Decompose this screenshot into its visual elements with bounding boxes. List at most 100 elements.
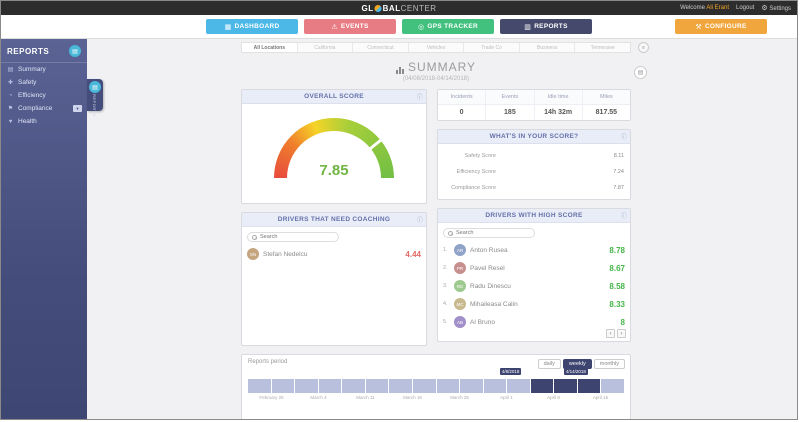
timeline-segment[interactable] <box>342 379 365 393</box>
nav-dashboard-button[interactable]: ▦ DASHBOARD <box>206 19 298 34</box>
axis-label: March 25 <box>450 395 469 400</box>
driver-name: Anton Rusea <box>470 246 508 254</box>
coaching-driver-row[interactable]: SN Stefan Nedelcu 4.44 <box>247 248 421 260</box>
gauge-icon: ◔ <box>8 92 13 99</box>
compliance-badge[interactable]: ▾ <box>73 105 82 112</box>
sidebar-item-safety[interactable]: ✚ Safety <box>1 76 87 89</box>
info-icon[interactable]: ⓘ <box>416 218 423 224</box>
wrench-icon: ⚒ <box>695 23 702 31</box>
logout-link[interactable]: Logout <box>736 5 755 11</box>
axis-label: March 18 <box>403 395 422 400</box>
bar-label: Safety Score <box>464 152 497 159</box>
tab-location[interactable]: Vehicles <box>409 43 465 52</box>
tabs-overflow-button[interactable]: ≡ <box>638 42 649 53</box>
driver-row[interactable]: 3. RD Radu Dinescu 8.58 <box>443 280 625 292</box>
high-score-search-input[interactable] <box>456 230 526 236</box>
stats-card: Incidents Events Idle time Miles 0 185 1… <box>437 89 631 121</box>
timeline-segment[interactable] <box>483 379 507 393</box>
timeline-segment[interactable] <box>365 379 389 393</box>
nav-configure-button[interactable]: ⚒ CONFIGURE <box>675 19 767 34</box>
rank: 4. <box>443 301 448 307</box>
tab-location[interactable]: Connecticut <box>353 43 409 52</box>
timeline-segment[interactable] <box>436 379 460 393</box>
reports-circle-icon[interactable]: ▤ <box>69 45 81 57</box>
nav-gps-tracker-button[interactable]: ◎ GPS TRACKER <box>402 19 494 34</box>
driver-name: Stefan Nedelcu <box>263 250 308 258</box>
sidebar-item-label: Safety <box>18 79 37 86</box>
flag-icon: ⚑ <box>7 106 14 112</box>
timeline-segment[interactable] <box>389 379 412 393</box>
timeline-segment[interactable] <box>507 379 530 393</box>
main-area: All Locations California Connecticut Veh… <box>87 39 797 419</box>
reports-sidebar: REPORTS ▤ ▤ Summary ✚ Safety ◔ Efficienc… <box>1 39 87 419</box>
coaching-search[interactable] <box>247 232 339 242</box>
tab-location[interactable]: California <box>298 43 354 52</box>
timeline-segment[interactable] <box>554 379 577 393</box>
nav-events-button[interactable]: ⚠ EVENTS <box>304 19 396 34</box>
print-button[interactable]: ▤ <box>634 66 647 79</box>
stat-miles-value: 817.55 <box>595 109 618 116</box>
timeline-segment[interactable] <box>460 379 483 393</box>
page-title: SUMMARY <box>407 60 477 74</box>
tab-location[interactable]: Trade Co <box>464 43 520 52</box>
period-start-tooltip: 4/8/2018 <box>499 368 522 375</box>
sidebar-item-summary[interactable]: ▤ Summary <box>1 63 87 76</box>
info-icon[interactable]: ⓘ <box>416 95 423 101</box>
driver-row[interactable]: 5. AB Al Bruno 8 <box>443 316 625 328</box>
sidebar-item-health[interactable]: ♥ Health <box>1 115 87 128</box>
monthly-button[interactable]: monthly <box>593 359 625 369</box>
brand-logo: GL BAL CENTER <box>362 1 437 15</box>
reports-circle-icon: ▤ <box>89 81 101 93</box>
tab-location[interactable]: Tennessee <box>590 44 615 51</box>
brand-text: GL <box>361 3 374 13</box>
info-icon[interactable]: ⓘ <box>620 214 627 220</box>
overall-score-card: OVERALL SCORE ⓘ 7.85 <box>241 89 427 204</box>
daily-button[interactable]: daily <box>537 359 561 369</box>
high-score-search[interactable] <box>443 228 535 238</box>
nav-reports-button[interactable]: ▥ REPORTS <box>500 19 592 34</box>
timeline-segment[interactable] <box>295 379 318 393</box>
tab-all-locations[interactable]: All Locations <box>242 43 298 52</box>
page-next-button[interactable]: › <box>617 329 626 338</box>
sidebar-item-compliance[interactable]: ⚑ Compliance ▾ <box>1 102 87 115</box>
settings-link[interactable]: ⚙ Settings <box>761 5 791 12</box>
info-icon[interactable]: ⓘ <box>620 135 627 141</box>
timeline-segment[interactable] <box>530 379 554 393</box>
flyout-label: REPORTS <box>92 94 97 117</box>
pagination: ‹ › <box>606 329 626 338</box>
search-icon <box>252 234 257 240</box>
reports-flyout-tab[interactable]: ▤ REPORTS <box>87 79 103 117</box>
page-prev-button[interactable]: ‹ <box>606 329 615 338</box>
search-icon <box>448 230 453 236</box>
timeline-segment[interactable] <box>601 379 624 393</box>
avatar: PR <box>454 262 466 274</box>
driver-score: 8.33 <box>609 299 625 309</box>
driver-row[interactable]: 4. MC Mihaileasa Calin 8.33 <box>443 298 625 310</box>
timeline-segment[interactable] <box>248 379 271 393</box>
sidebar-item-efficiency[interactable]: ◔ Efficiency <box>1 89 87 102</box>
sidebar-title: REPORTS <box>7 46 50 56</box>
card-header: DRIVERS THAT NEED COACHING ⓘ <box>242 213 426 227</box>
timeline-segment[interactable] <box>577 379 601 393</box>
stat-incidents-value: 0 <box>438 105 487 120</box>
timeline-segment[interactable] <box>318 379 342 393</box>
timeline-segment[interactable] <box>271 379 295 393</box>
gps-pin-icon: ◎ <box>417 23 425 31</box>
efficiency-score-row: Efficiency Score 7.24 <box>444 168 624 175</box>
driver-row[interactable]: 1. AR Anton Rusea 8.78 <box>443 244 625 256</box>
bar-label: Efficiency Score <box>456 168 496 175</box>
driver-name: Pavel Resel <box>470 264 505 272</box>
location-tabstrip: All Locations California Connecticut Veh… <box>241 42 631 53</box>
stat-label: Miles <box>599 94 613 100</box>
stat-idle-time-value: 14h 32m <box>535 105 583 120</box>
timeline-segment[interactable] <box>412 379 436 393</box>
avatar: RD <box>454 280 466 292</box>
date-range: (04/08/2018-04/14/2018) <box>402 76 470 82</box>
brand-text-lite: CENTER <box>400 3 437 13</box>
stat-label: Idle time <box>535 90 583 104</box>
driver-row[interactable]: 2. PR Pavel Resel 8.67 <box>443 262 625 274</box>
tab-location[interactable]: Business <box>520 43 576 52</box>
coaching-search-input[interactable] <box>260 234 330 240</box>
driver-score: 8 <box>620 317 625 327</box>
warning-icon: ⚠ <box>331 23 338 31</box>
